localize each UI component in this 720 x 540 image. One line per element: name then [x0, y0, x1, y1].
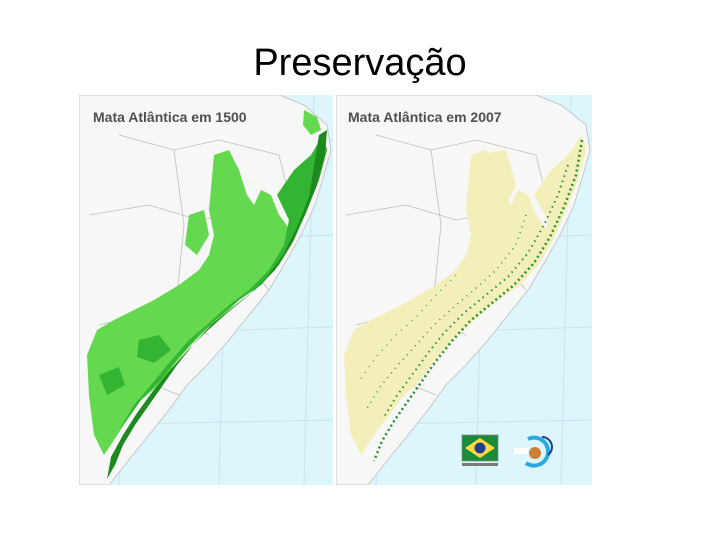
map-1500: Mata Atlântica em 1500 [79, 95, 333, 485]
atlantic-forest-2007 [344, 135, 586, 462]
map-label-1500: Mata Atlântica em 1500 [93, 109, 247, 125]
map-panel-1500: Mata Atlântica em 1500 [79, 95, 333, 485]
brazil-flag-logo [461, 434, 499, 466]
map-panel-2007: Mata Atlântica em 2007 [336, 95, 592, 485]
map-2007: Mata Atlântica em 2007 [336, 95, 592, 485]
slide-title: Preservação [253, 42, 467, 84]
atlantic-forest-1500 [87, 110, 327, 479]
inpe-logo [514, 435, 553, 468]
map-label-2007: Mata Atlântica em 2007 [348, 109, 502, 125]
